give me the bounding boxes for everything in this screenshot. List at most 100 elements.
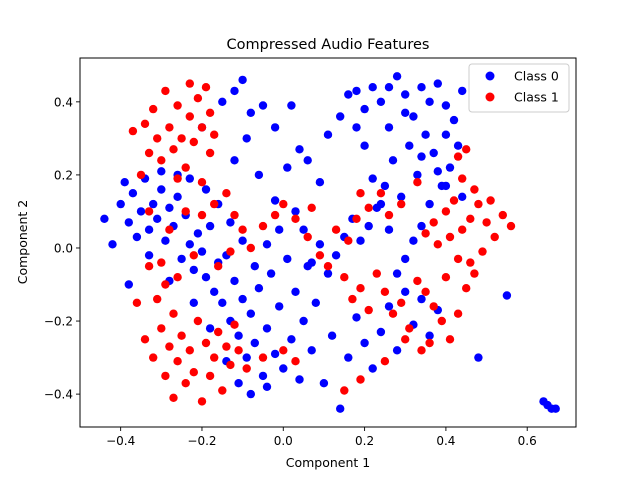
x-tick-label: 0.4 (436, 434, 455, 448)
data-point-class-0 (157, 167, 166, 176)
data-point-class-0 (425, 97, 434, 107)
data-point-class-0 (144, 251, 154, 260)
data-point-class-0 (287, 101, 296, 110)
data-point-class-0 (441, 101, 451, 110)
data-point-class-0 (262, 240, 272, 249)
data-point-class-1 (201, 338, 211, 348)
data-point-class-0 (246, 108, 255, 118)
legend: Class 0 Class 1 (468, 63, 570, 113)
data-point-class-0 (323, 269, 333, 278)
data-point-class-1 (173, 357, 182, 366)
data-point-class-1 (380, 357, 390, 366)
data-point-class-0 (449, 115, 459, 125)
data-point-class-0 (275, 302, 284, 311)
data-point-class-1 (144, 262, 154, 271)
y-tick-label: −0.2 (44, 315, 73, 329)
data-point-class-0 (173, 192, 182, 201)
data-point-class-0 (238, 294, 247, 304)
data-point-class-0 (226, 218, 235, 227)
data-point-class-0 (409, 236, 418, 245)
data-point-class-1 (205, 371, 215, 381)
data-point-class-1 (437, 316, 446, 326)
data-point-class-0 (401, 90, 410, 99)
data-point-class-1 (234, 346, 243, 355)
data-point-class-1 (323, 262, 333, 271)
data-point-class-0 (384, 302, 394, 311)
data-point-class-1 (193, 94, 203, 103)
data-point-class-1 (441, 273, 451, 282)
data-point-class-1 (474, 199, 483, 209)
data-point-class-1 (185, 112, 194, 121)
data-point-class-1 (372, 269, 381, 278)
data-point-class-1 (401, 335, 410, 344)
data-point-class-0 (401, 254, 410, 264)
data-point-class-1 (218, 386, 227, 395)
data-point-class-1 (238, 225, 247, 234)
data-point-class-0 (352, 123, 361, 132)
data-point-class-0 (291, 207, 300, 216)
data-point-class-1 (161, 371, 170, 381)
data-point-class-0 (368, 174, 377, 183)
data-point-class-0 (392, 72, 402, 81)
data-point-class-0 (230, 276, 239, 286)
data-point-class-1 (458, 225, 467, 234)
data-point-class-0 (413, 170, 422, 180)
data-point-class-0 (336, 112, 345, 121)
data-point-class-1 (478, 247, 487, 256)
data-point-class-0 (360, 141, 369, 150)
data-point-class-1 (470, 185, 479, 194)
y-tick-label: −0.4 (44, 388, 73, 402)
data-point-class-0 (193, 229, 203, 238)
data-point-class-0 (458, 86, 467, 96)
data-point-class-0 (360, 104, 369, 114)
data-point-class-0 (388, 156, 398, 165)
data-point-class-1 (291, 357, 300, 366)
data-point-class-0 (299, 225, 308, 234)
data-point-class-0 (230, 156, 239, 165)
data-point-class-1 (429, 302, 438, 311)
data-point-class-1 (197, 123, 207, 132)
data-point-class-1 (140, 335, 150, 344)
data-point-class-1 (441, 207, 451, 216)
data-point-class-0 (401, 287, 410, 296)
data-point-class-1 (453, 309, 463, 318)
data-point-class-0 (441, 130, 451, 139)
data-point-class-1 (144, 207, 154, 216)
data-point-class-0 (201, 185, 211, 194)
data-point-class-1 (482, 218, 491, 227)
legend-label-class-1: Class 1 (514, 90, 559, 105)
data-point-class-1 (222, 342, 231, 351)
data-point-class-1 (344, 236, 353, 245)
data-point-class-0 (299, 316, 308, 326)
data-point-class-1 (185, 79, 194, 88)
data-point-class-0 (384, 225, 394, 234)
data-point-class-0 (392, 269, 402, 278)
data-point-class-1 (246, 243, 255, 253)
data-point-class-0 (295, 145, 304, 154)
data-point-class-0 (502, 291, 512, 300)
data-point-class-1 (210, 130, 219, 139)
data-point-class-1 (421, 229, 430, 238)
data-point-class-0 (157, 185, 166, 194)
data-point-class-1 (425, 338, 434, 348)
data-point-class-1 (307, 203, 316, 212)
data-point-class-0 (474, 353, 483, 362)
data-point-class-0 (445, 163, 455, 172)
data-point-class-0 (376, 199, 386, 209)
data-point-class-0 (254, 170, 264, 180)
data-point-class-0 (453, 141, 463, 150)
data-point-class-1 (462, 284, 471, 293)
data-point-class-0 (124, 280, 133, 289)
data-point-class-1 (433, 240, 442, 249)
data-point-class-1 (270, 210, 280, 220)
data-point-class-0 (417, 294, 426, 304)
data-point-class-1 (161, 86, 170, 96)
data-point-class-0 (185, 240, 194, 249)
data-point-class-1 (356, 284, 365, 293)
data-point-class-0 (417, 221, 426, 231)
data-point-class-1 (384, 210, 394, 220)
data-point-class-0 (246, 309, 255, 318)
data-point-class-1 (193, 316, 203, 326)
data-point-class-0 (307, 258, 316, 267)
